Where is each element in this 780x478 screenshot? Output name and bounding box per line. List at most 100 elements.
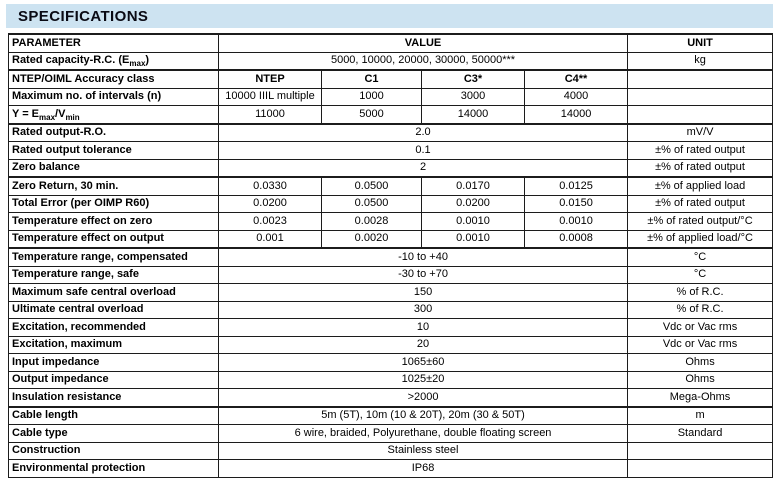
table-row: Cable length 5m (5T), 10m (10 & 20T), 20m… xyxy=(8,405,774,425)
unit-cell: Mega-Ohms xyxy=(627,388,774,407)
value-cell: NTEP xyxy=(218,69,322,89)
unit-cell: Ohms xyxy=(627,353,774,372)
param-cell: Excitation, recommended xyxy=(8,318,219,337)
param-cell: Temperature range, safe xyxy=(8,265,219,284)
unit-cell: ±% of applied load xyxy=(627,176,774,196)
unit-cell xyxy=(627,441,774,460)
value-cell: 3000 xyxy=(421,87,525,106)
param-cell: Temperature effect on output xyxy=(8,229,219,249)
param-cell: Cable type xyxy=(8,424,219,443)
value-cell: 1000 xyxy=(321,87,422,106)
value-cell: 0.0010 xyxy=(523,212,629,231)
value-cell-span: Stainless steel xyxy=(217,441,629,460)
param-cell: Insulation resistance xyxy=(8,388,219,407)
unit-cell: ±% of rated output xyxy=(627,158,774,178)
unit-cell: °C xyxy=(627,265,774,284)
unit-cell xyxy=(627,69,774,89)
table-row: Temperature effect on output 0.001 0.0020 0… xyxy=(8,229,774,249)
unit-cell: Vdc or Vac rms xyxy=(627,335,774,354)
value-cell-span: 0.1 xyxy=(217,141,629,160)
value-cell-span: 1065±60 xyxy=(217,353,629,372)
value-cell-span: 5m (5T), 10m (10 & 20T), 20m (30 & 50T) xyxy=(217,405,629,425)
value-cell-span: IP68 xyxy=(217,459,629,478)
param-cell: Temperature range, compensated xyxy=(8,247,219,267)
table-row: Rated output-R.O. 2.0 mV/V xyxy=(8,122,774,142)
value-cell: 0.0010 xyxy=(421,229,525,249)
param-cell: Rated capacity-R.C. (Emax) xyxy=(8,51,219,71)
unit-cell: kg xyxy=(627,51,774,71)
table-row: Temperature effect on zero 0.0023 0.0028 0.… xyxy=(8,212,774,231)
value-cell: C1 xyxy=(321,69,422,89)
table-row: Input impedance 1065±60 Ohms xyxy=(8,353,774,372)
table-row: Output impedance 1025±20 Ohms xyxy=(8,370,774,389)
table-row: Rated output tolerance 0.1 ±% of rated out… xyxy=(8,141,774,160)
table-row: Construction Stainless steel xyxy=(8,441,774,460)
col-header-value: VALUE xyxy=(217,33,629,53)
param-cell: Zero balance xyxy=(8,158,219,178)
value-cell: 0.0500 xyxy=(321,176,422,196)
value-cell: 0.0200 xyxy=(421,194,525,213)
value-cell: C3* xyxy=(421,69,525,89)
value-cell-span: 300 xyxy=(217,300,629,319)
specifications-table: PARAMETER VALUE UNIT Rated capacity-R.C.… xyxy=(8,33,774,478)
value-cell: 0.0010 xyxy=(421,212,525,231)
value-cell: 0.0150 xyxy=(523,194,629,213)
value-cell: C4** xyxy=(523,69,629,89)
table-row: Zero Return, 30 min. 0.0330 0.0500 0.0170 0.… xyxy=(8,176,774,196)
unit-cell: ±% of rated output/°C xyxy=(627,212,774,231)
value-cell: 0.0023 xyxy=(218,212,322,231)
col-header-parameter: PARAMETER xyxy=(8,33,219,53)
unit-cell: % of R.C. xyxy=(627,283,774,302)
param-cell: Cable length xyxy=(8,405,219,425)
table-body: Rated capacity-R.C. (Emax) 5000, 10000, 2… xyxy=(8,51,774,478)
value-cell-span: 6 wire, braided, Polyurethane, double fl… xyxy=(217,424,629,443)
value-cell: 0.001 xyxy=(218,229,322,249)
table-row: Zero balance 2 ±% of rated output xyxy=(8,158,774,178)
value-cell-span: -10 to +40 xyxy=(217,247,629,267)
value-cell: 5000 xyxy=(321,105,422,124)
unit-cell: ±% of applied load/°C xyxy=(627,229,774,249)
param-cell: Rated output tolerance xyxy=(8,141,219,160)
unit-cell: ±% of rated output xyxy=(627,141,774,160)
unit-cell: % of R.C. xyxy=(627,300,774,319)
param-cell: Output impedance xyxy=(8,370,219,389)
param-cell: Excitation, maximum xyxy=(8,335,219,354)
value-cell: 14000 xyxy=(523,105,629,124)
value-cell-span: 20 xyxy=(217,335,629,354)
value-cell: 14000 xyxy=(421,105,525,124)
value-cell-span: -30 to +70 xyxy=(217,265,629,284)
value-cell: 0.0170 xyxy=(421,176,525,196)
table-row: Maximum no. of intervals (n) 10000 IIIL m… xyxy=(8,87,774,106)
param-cell: Ultimate central overload xyxy=(8,300,219,319)
value-cell: 11000 xyxy=(218,105,322,124)
table-row: Cable type 6 wire, braided, Polyurethane,… xyxy=(8,424,774,443)
value-cell: 0.0330 xyxy=(218,176,322,196)
table-row: Ultimate central overload 300% of R.C. xyxy=(8,300,774,319)
param-cell: Construction xyxy=(8,441,219,460)
unit-cell xyxy=(627,87,774,106)
value-cell-span: 150 xyxy=(217,283,629,302)
param-cell: Input impedance xyxy=(8,353,219,372)
param-cell: Maximum no. of intervals (n) xyxy=(8,87,219,106)
table-row: Y = Emax/Vmin 11000 5000 14000 14000 xyxy=(8,105,774,124)
param-cell: Environmental protection xyxy=(8,459,219,478)
table-row: Excitation, maximum 20 Vdc or Vac rms xyxy=(8,335,774,354)
value-cell: 0.0200 xyxy=(218,194,322,213)
table-row: NTEP/OIML Accuracy class NTEP C1 C3* C4** xyxy=(8,69,774,89)
unit-cell: m xyxy=(627,405,774,425)
table-row: Temperature range, safe -30 to +70 °C xyxy=(8,265,774,284)
table-row: Total Error (per OIMP R60) 0.0200 0.0500 0.… xyxy=(8,194,774,213)
table-header-row: PARAMETER VALUE UNIT xyxy=(8,33,774,53)
param-cell: Total Error (per OIMP R60) xyxy=(8,194,219,213)
param-cell: Maximum safe central overload xyxy=(8,283,219,302)
table-row: Insulation resistance >2000 Mega-Ohms xyxy=(8,388,774,407)
table-row: Environmental protection IP68 xyxy=(8,459,774,478)
col-header-unit: UNIT xyxy=(627,33,774,53)
section-title: SPECIFICATIONS xyxy=(18,7,149,25)
param-cell: NTEP/OIML Accuracy class xyxy=(8,69,219,89)
value-cell-span: 10 xyxy=(217,318,629,337)
value-cell: 0.0125 xyxy=(523,176,629,196)
unit-cell xyxy=(627,105,774,124)
value-cell: 4000 xyxy=(523,87,629,106)
value-cell: 10000 IIIL multiple xyxy=(218,87,322,106)
